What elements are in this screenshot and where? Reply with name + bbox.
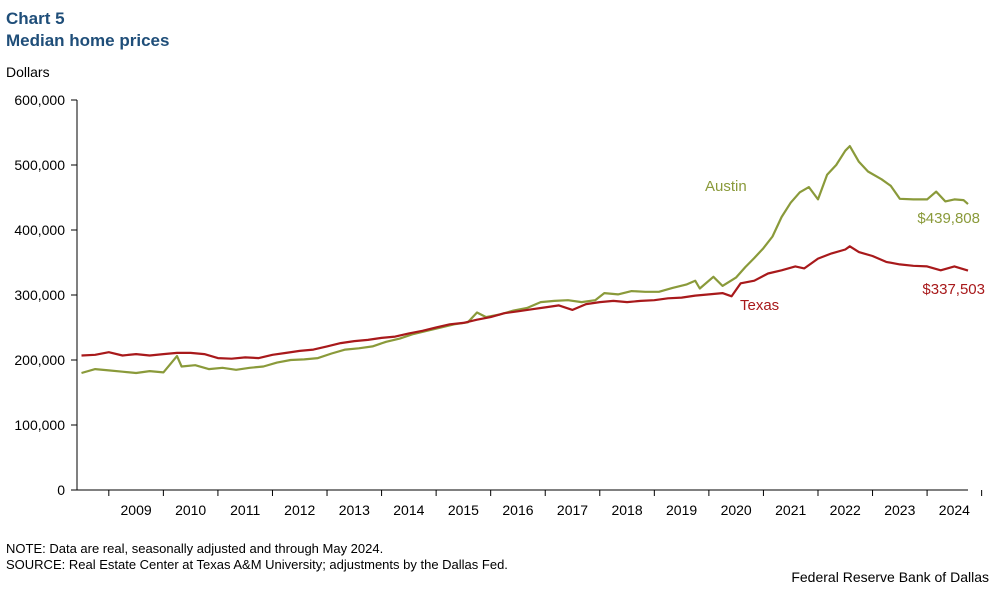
x-tick-label: 2017	[557, 502, 588, 518]
y-tick-label: 200,000	[14, 352, 65, 368]
chart-note: NOTE: Data are real, seasonally adjusted…	[6, 541, 384, 556]
y-tick-label: 0	[57, 482, 65, 498]
x-tick-label: 2013	[339, 502, 370, 518]
x-tick-label: 2012	[284, 502, 315, 518]
x-tick-label: 2020	[721, 502, 752, 518]
chart-subtitle: Median home prices	[6, 31, 170, 50]
x-tick-label: 2016	[502, 502, 533, 518]
series-line-texas	[81, 245, 969, 360]
y-tick-label: 500,000	[14, 157, 65, 173]
line-chart: 0 100,000 200,000 300,000 400,000 500,000 600,…	[14, 92, 985, 518]
x-tick-label: 2014	[393, 502, 424, 518]
x-tick-label: 2011	[230, 502, 260, 518]
end-value-label-texas: $337,503	[922, 281, 985, 298]
x-tick-label: 2021	[775, 502, 806, 518]
x-tick-label: 2010	[175, 502, 206, 518]
x-tick-label: 2024	[939, 502, 970, 518]
x-tick-label: 2009	[121, 502, 152, 518]
series-label-austin: Austin	[705, 178, 747, 195]
end-value-label-austin: $439,808	[917, 210, 980, 227]
publisher-credit: Federal Reserve Bank of Dallas	[791, 569, 989, 585]
series-label-texas: Texas	[740, 297, 779, 314]
x-tick-label: 2023	[884, 502, 915, 518]
series-line-austin	[81, 145, 969, 375]
y-tick-label: 100,000	[14, 417, 65, 433]
chart-source: SOURCE: Real Estate Center at Texas A&M …	[6, 557, 508, 572]
x-tick-label: 2022	[830, 502, 861, 518]
y-tick-label: 400,000	[14, 222, 65, 238]
x-tick-label: 2018	[611, 502, 642, 518]
chart-series: Austin $439,808 Texas $337,503	[81, 145, 985, 375]
x-tick-label: 2019	[666, 502, 697, 518]
y-axis-unit: Dollars	[6, 64, 50, 80]
y-axis: 0 100,000 200,000 300,000 400,000 500,000 600,…	[14, 92, 78, 498]
y-tick-label: 600,000	[14, 92, 65, 108]
y-tick-label: 300,000	[14, 287, 65, 303]
x-axis: 2009 2010 2011 2012 2013 2014 2015 2016 2017 2018…	[77, 489, 983, 518]
x-tick-label: 2015	[448, 502, 479, 518]
chart-title: Chart 5	[6, 9, 65, 28]
